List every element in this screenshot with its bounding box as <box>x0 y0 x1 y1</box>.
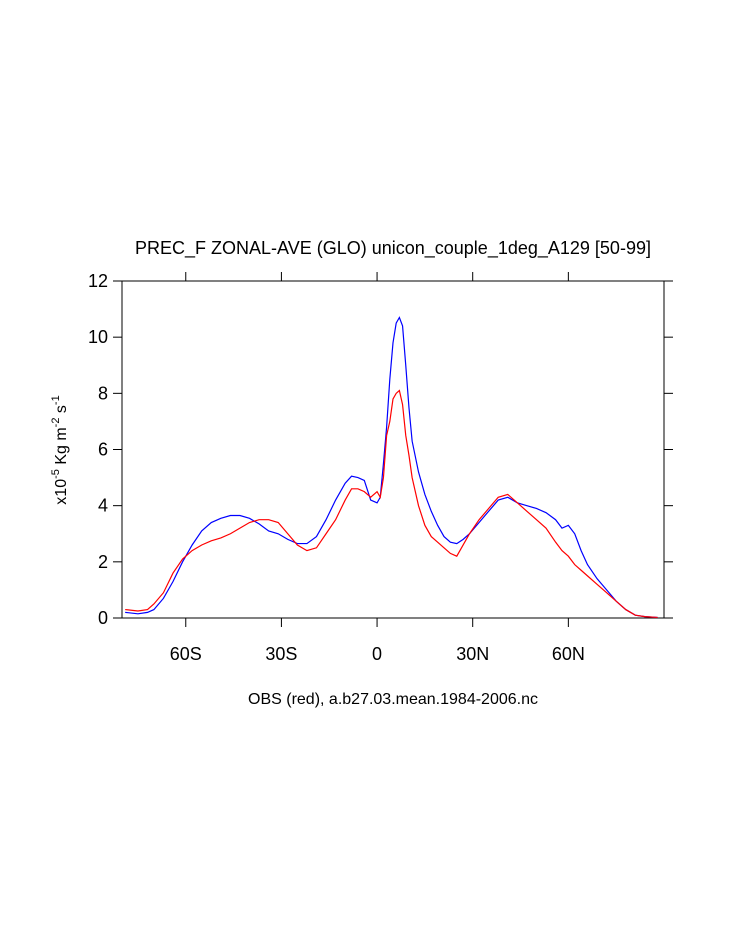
y-axis-label: x10-5 Kg m-2 s-1 <box>50 395 70 504</box>
y-tick-label: 4 <box>98 496 108 516</box>
y-tick-label: 10 <box>88 327 108 347</box>
y-label-part: Kg m <box>53 427 70 469</box>
y-tick-label: 6 <box>98 440 108 460</box>
y-label-exponent: -1 <box>50 395 62 405</box>
y-label-exponent: -5 <box>50 469 62 479</box>
x-tick-label: 30S <box>265 644 297 664</box>
data-line <box>125 389 658 619</box>
y-label-exponent: -2 <box>50 418 62 428</box>
x-tick-label: 60S <box>170 644 202 664</box>
y-tick-label: 8 <box>98 383 108 403</box>
x-tick-label: 30N <box>456 644 489 664</box>
y-label-part: s <box>53 405 70 417</box>
plot-frame <box>121 280 665 619</box>
chart-title: PREC_F ZONAL-AVE (GLO) unicon_couple_1de… <box>135 238 651 259</box>
y-tick-label: 0 <box>98 608 108 628</box>
y-label-part: x10 <box>53 479 70 505</box>
y-tick-label: 2 <box>98 552 108 572</box>
y-tick-label: 12 <box>88 271 108 291</box>
x-tick-label: 0 <box>372 644 382 664</box>
x-tick-label: 60N <box>552 644 585 664</box>
x-axis-label: OBS (red), a.b27.03.mean.1984-2006.nc <box>248 691 538 708</box>
data-line <box>125 316 658 619</box>
